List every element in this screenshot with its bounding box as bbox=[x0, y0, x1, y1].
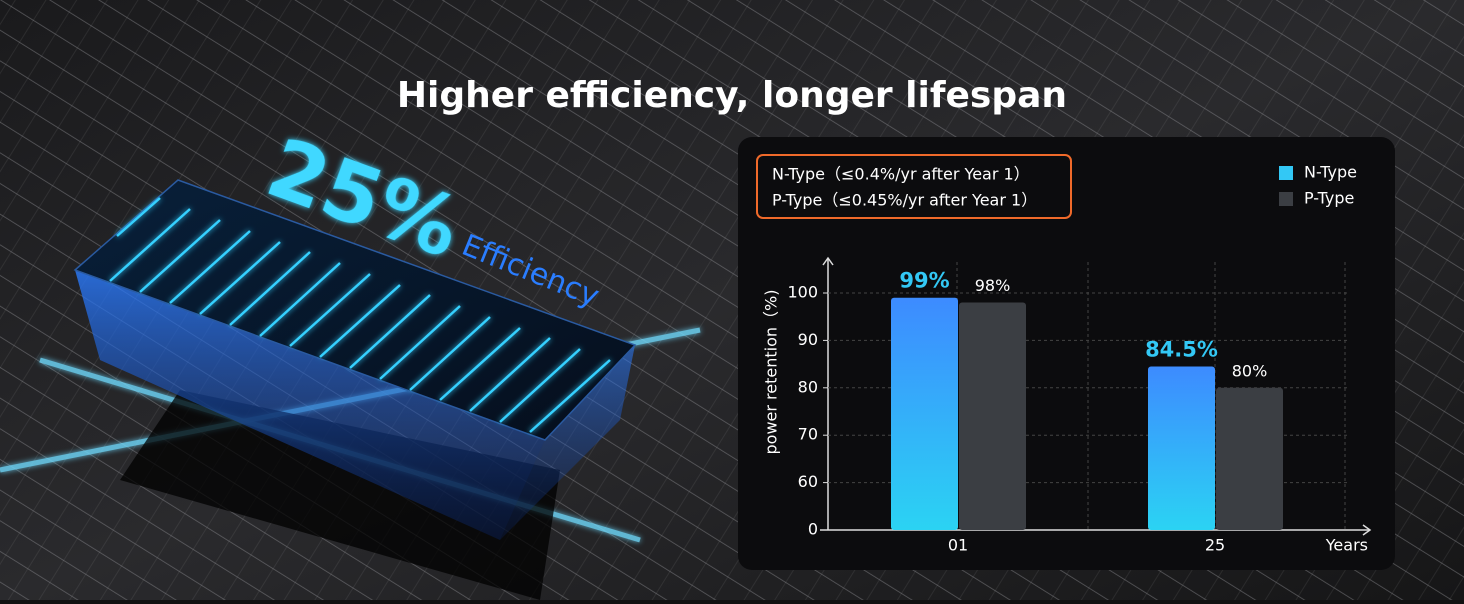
bar bbox=[891, 297, 958, 530]
x-tick-label: 25 bbox=[1205, 536, 1225, 555]
legend-swatch bbox=[1279, 192, 1293, 206]
legend-label: P-Type bbox=[1304, 189, 1354, 208]
bar bbox=[959, 302, 1026, 530]
y-tick-label: 60 bbox=[798, 472, 818, 491]
value-label: 98% bbox=[975, 276, 1011, 295]
bar bbox=[1148, 366, 1215, 530]
note-box bbox=[756, 154, 1072, 219]
y-axis-arrow bbox=[822, 256, 834, 266]
note: P-Type（≤0.45%/yr after Year 1） bbox=[772, 191, 1037, 210]
value-label: 84.5% bbox=[1145, 337, 1218, 361]
y-tick-label: 90 bbox=[798, 330, 818, 349]
y-tick-label: 80 bbox=[798, 377, 818, 396]
value-label: 80% bbox=[1232, 361, 1268, 380]
x-axis-arrow bbox=[1362, 524, 1372, 536]
title: Higher efficiency, longer lifespan bbox=[397, 75, 1067, 116]
value-label: 99% bbox=[899, 269, 949, 293]
bar bbox=[1216, 387, 1283, 530]
x-axis-label: Years bbox=[1325, 536, 1368, 555]
note: N-Type（≤0.4%/yr after Year 1） bbox=[772, 165, 1030, 184]
y-tick-label: 100 bbox=[787, 283, 818, 302]
y-tick-label: 0 bbox=[808, 520, 818, 539]
y-tick-label: 70 bbox=[798, 425, 818, 444]
legend-label: N-Type bbox=[1304, 163, 1357, 182]
x-tick-label: 01 bbox=[948, 536, 968, 555]
legend-swatch bbox=[1279, 166, 1293, 180]
y-axis-label: power retention（%) bbox=[762, 290, 781, 455]
